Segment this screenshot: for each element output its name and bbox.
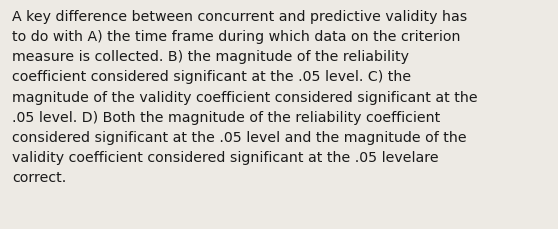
Text: A key difference between concurrent and predictive validity has
to do with A) th: A key difference between concurrent and … <box>12 10 478 184</box>
